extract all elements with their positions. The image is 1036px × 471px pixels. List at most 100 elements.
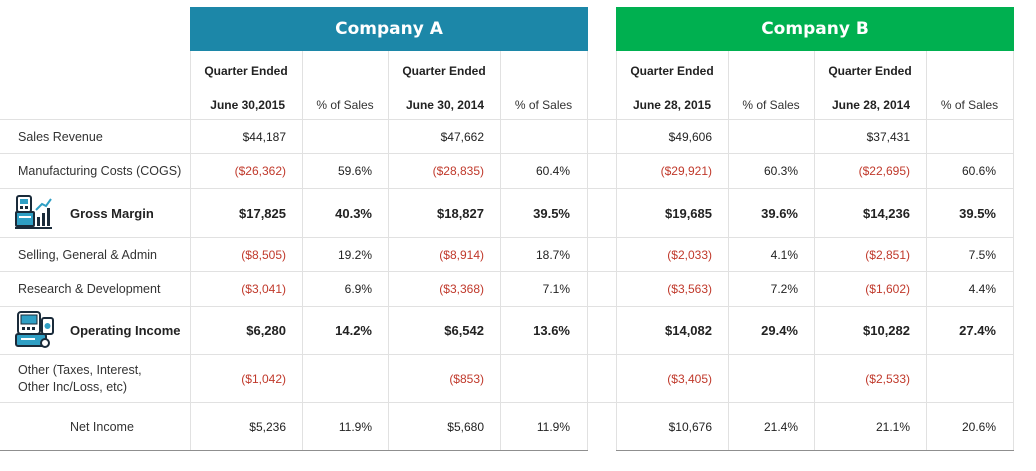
grid-hline: [0, 402, 1014, 403]
col-header-top: Quarter Ended: [828, 64, 912, 78]
pct-cell: 6.9%: [344, 282, 372, 296]
pct-cell: 20.6%: [961, 419, 996, 434]
col-header-top: Quarter Ended: [402, 64, 486, 78]
pct-cell: 29.4%: [761, 323, 798, 338]
value-cell: ($2,033): [667, 247, 712, 262]
value-cell: ($2,851): [865, 247, 910, 262]
value-cell: $19,685: [665, 205, 712, 221]
grid-hline: [0, 354, 1014, 355]
pct-cell: 4.4%: [968, 282, 996, 296]
value-cell: $44,187: [242, 129, 286, 144]
value-cell: $47,662: [440, 129, 484, 144]
value-cell: $5,236: [249, 419, 286, 434]
value-cell: $18,827: [437, 205, 484, 221]
row-label-rnd: Research & Development: [18, 282, 161, 296]
col-header-top: Quarter Ended: [204, 64, 288, 78]
pct-cell: 19.2%: [337, 247, 372, 262]
row-label-net-income: Net Income: [70, 419, 134, 434]
value-cell: ($8,914): [439, 247, 484, 262]
col-header-top: Quarter Ended: [630, 64, 714, 78]
grid-vline: [616, 51, 617, 451]
value-cell: $10,676: [668, 419, 712, 434]
col-header-date: June 30, 2014: [405, 98, 484, 112]
pct-cell: 11.9%: [536, 419, 570, 434]
grid-vline: [728, 51, 729, 451]
pct-cell: 7.5%: [968, 247, 996, 262]
row-label-cogs: Manufacturing Costs (COGS): [18, 164, 182, 178]
value-cell: ($22,695): [858, 164, 910, 178]
value-cell: ($1,042): [241, 371, 286, 386]
pct-cell: 60.4%: [535, 164, 570, 178]
pct-cell: 13.6%: [533, 323, 570, 338]
grid-hline: [0, 271, 1014, 272]
pct-cell: 7.1%: [542, 282, 570, 296]
value-cell: ($8,505): [241, 247, 286, 262]
grid-hline: [0, 119, 1014, 120]
value-cell: ($1,602): [865, 282, 910, 296]
value-cell: $14,082: [665, 323, 712, 338]
value-cell: ($29,921): [660, 164, 712, 178]
row-label-other: Other (Taxes, Interest, Other Inc/Loss, …: [18, 362, 142, 394]
pct-cell: 59.6%: [337, 164, 372, 178]
pct-cell: 21.4%: [763, 419, 798, 434]
table-bottom-border: [0, 450, 588, 451]
grid-vline: [926, 51, 927, 451]
company-a-title: Company A: [335, 19, 443, 39]
col-header-date: June 30,2015: [210, 98, 285, 112]
value-cell: ($3,041): [241, 282, 286, 296]
pct-cell: 14.2%: [335, 323, 372, 338]
cash-machine-icon: [15, 311, 54, 348]
value-cell: ($853): [449, 371, 484, 386]
row-label-sga: Selling, General & Admin: [18, 247, 157, 262]
company-b-title: Company B: [761, 19, 869, 39]
value-cell: 21.1%: [875, 419, 910, 434]
grid-vline: [1013, 51, 1014, 451]
row-label-sales-revenue: Sales Revenue: [18, 129, 103, 144]
value-cell: $37,431: [866, 129, 910, 144]
value-cell: ($28,835): [432, 164, 484, 178]
grid-vline: [388, 51, 389, 451]
col-header-pct: % of Sales: [316, 98, 374, 112]
grid-vline: [814, 51, 815, 451]
pct-cell: 7.2%: [770, 282, 798, 296]
grid-vline: [190, 51, 191, 451]
pct-cell: 39.5%: [959, 205, 996, 221]
col-header-pct: % of Sales: [514, 98, 573, 112]
value-cell: ($3,405): [667, 371, 712, 386]
col-header-date: June 28, 2014: [831, 98, 910, 112]
value-cell: $5,680: [447, 419, 484, 434]
company-b-header: Company B: [616, 7, 1014, 51]
col-header-pct: % of Sales: [940, 98, 999, 112]
pct-cell: 4.1%: [770, 247, 798, 262]
grid-hline: [0, 153, 1014, 154]
pct-cell: 27.4%: [959, 323, 996, 338]
grid-hline: [0, 237, 1014, 238]
value-cell: ($3,368): [439, 282, 484, 296]
col-header-pct: % of Sales: [742, 98, 800, 112]
value-cell: $49,606: [668, 129, 712, 144]
value-cell: ($2,533): [865, 371, 910, 386]
value-cell: ($26,362): [234, 164, 286, 178]
value-cell: $10,282: [863, 323, 910, 338]
pct-cell: 40.3%: [335, 205, 372, 221]
grid-vline: [302, 51, 303, 451]
company-a-header: Company A: [190, 7, 588, 51]
value-cell: ($3,563): [667, 282, 712, 296]
grid-vline: [587, 51, 588, 451]
value-cell: $14,236: [863, 205, 910, 221]
pct-cell: 39.6%: [761, 205, 798, 221]
pct-cell: 60.3%: [763, 164, 798, 178]
pct-cell: 11.9%: [338, 419, 372, 434]
pct-cell: 18.7%: [535, 247, 570, 262]
row-label-gross-margin: Gross Margin: [70, 205, 154, 221]
pct-cell: 39.5%: [533, 205, 570, 221]
value-cell: $6,542: [444, 323, 484, 338]
value-cell: $6,280: [246, 323, 286, 338]
value-cell: $17,825: [239, 205, 286, 221]
table-bottom-border: [616, 450, 1014, 451]
pct-cell: 60.6%: [961, 164, 996, 178]
row-label-operating-income: Operating Income: [70, 323, 181, 338]
grid-hline: [0, 306, 1014, 307]
grid-hline: [0, 188, 1014, 189]
col-header-date: June 28, 2015: [632, 98, 711, 112]
